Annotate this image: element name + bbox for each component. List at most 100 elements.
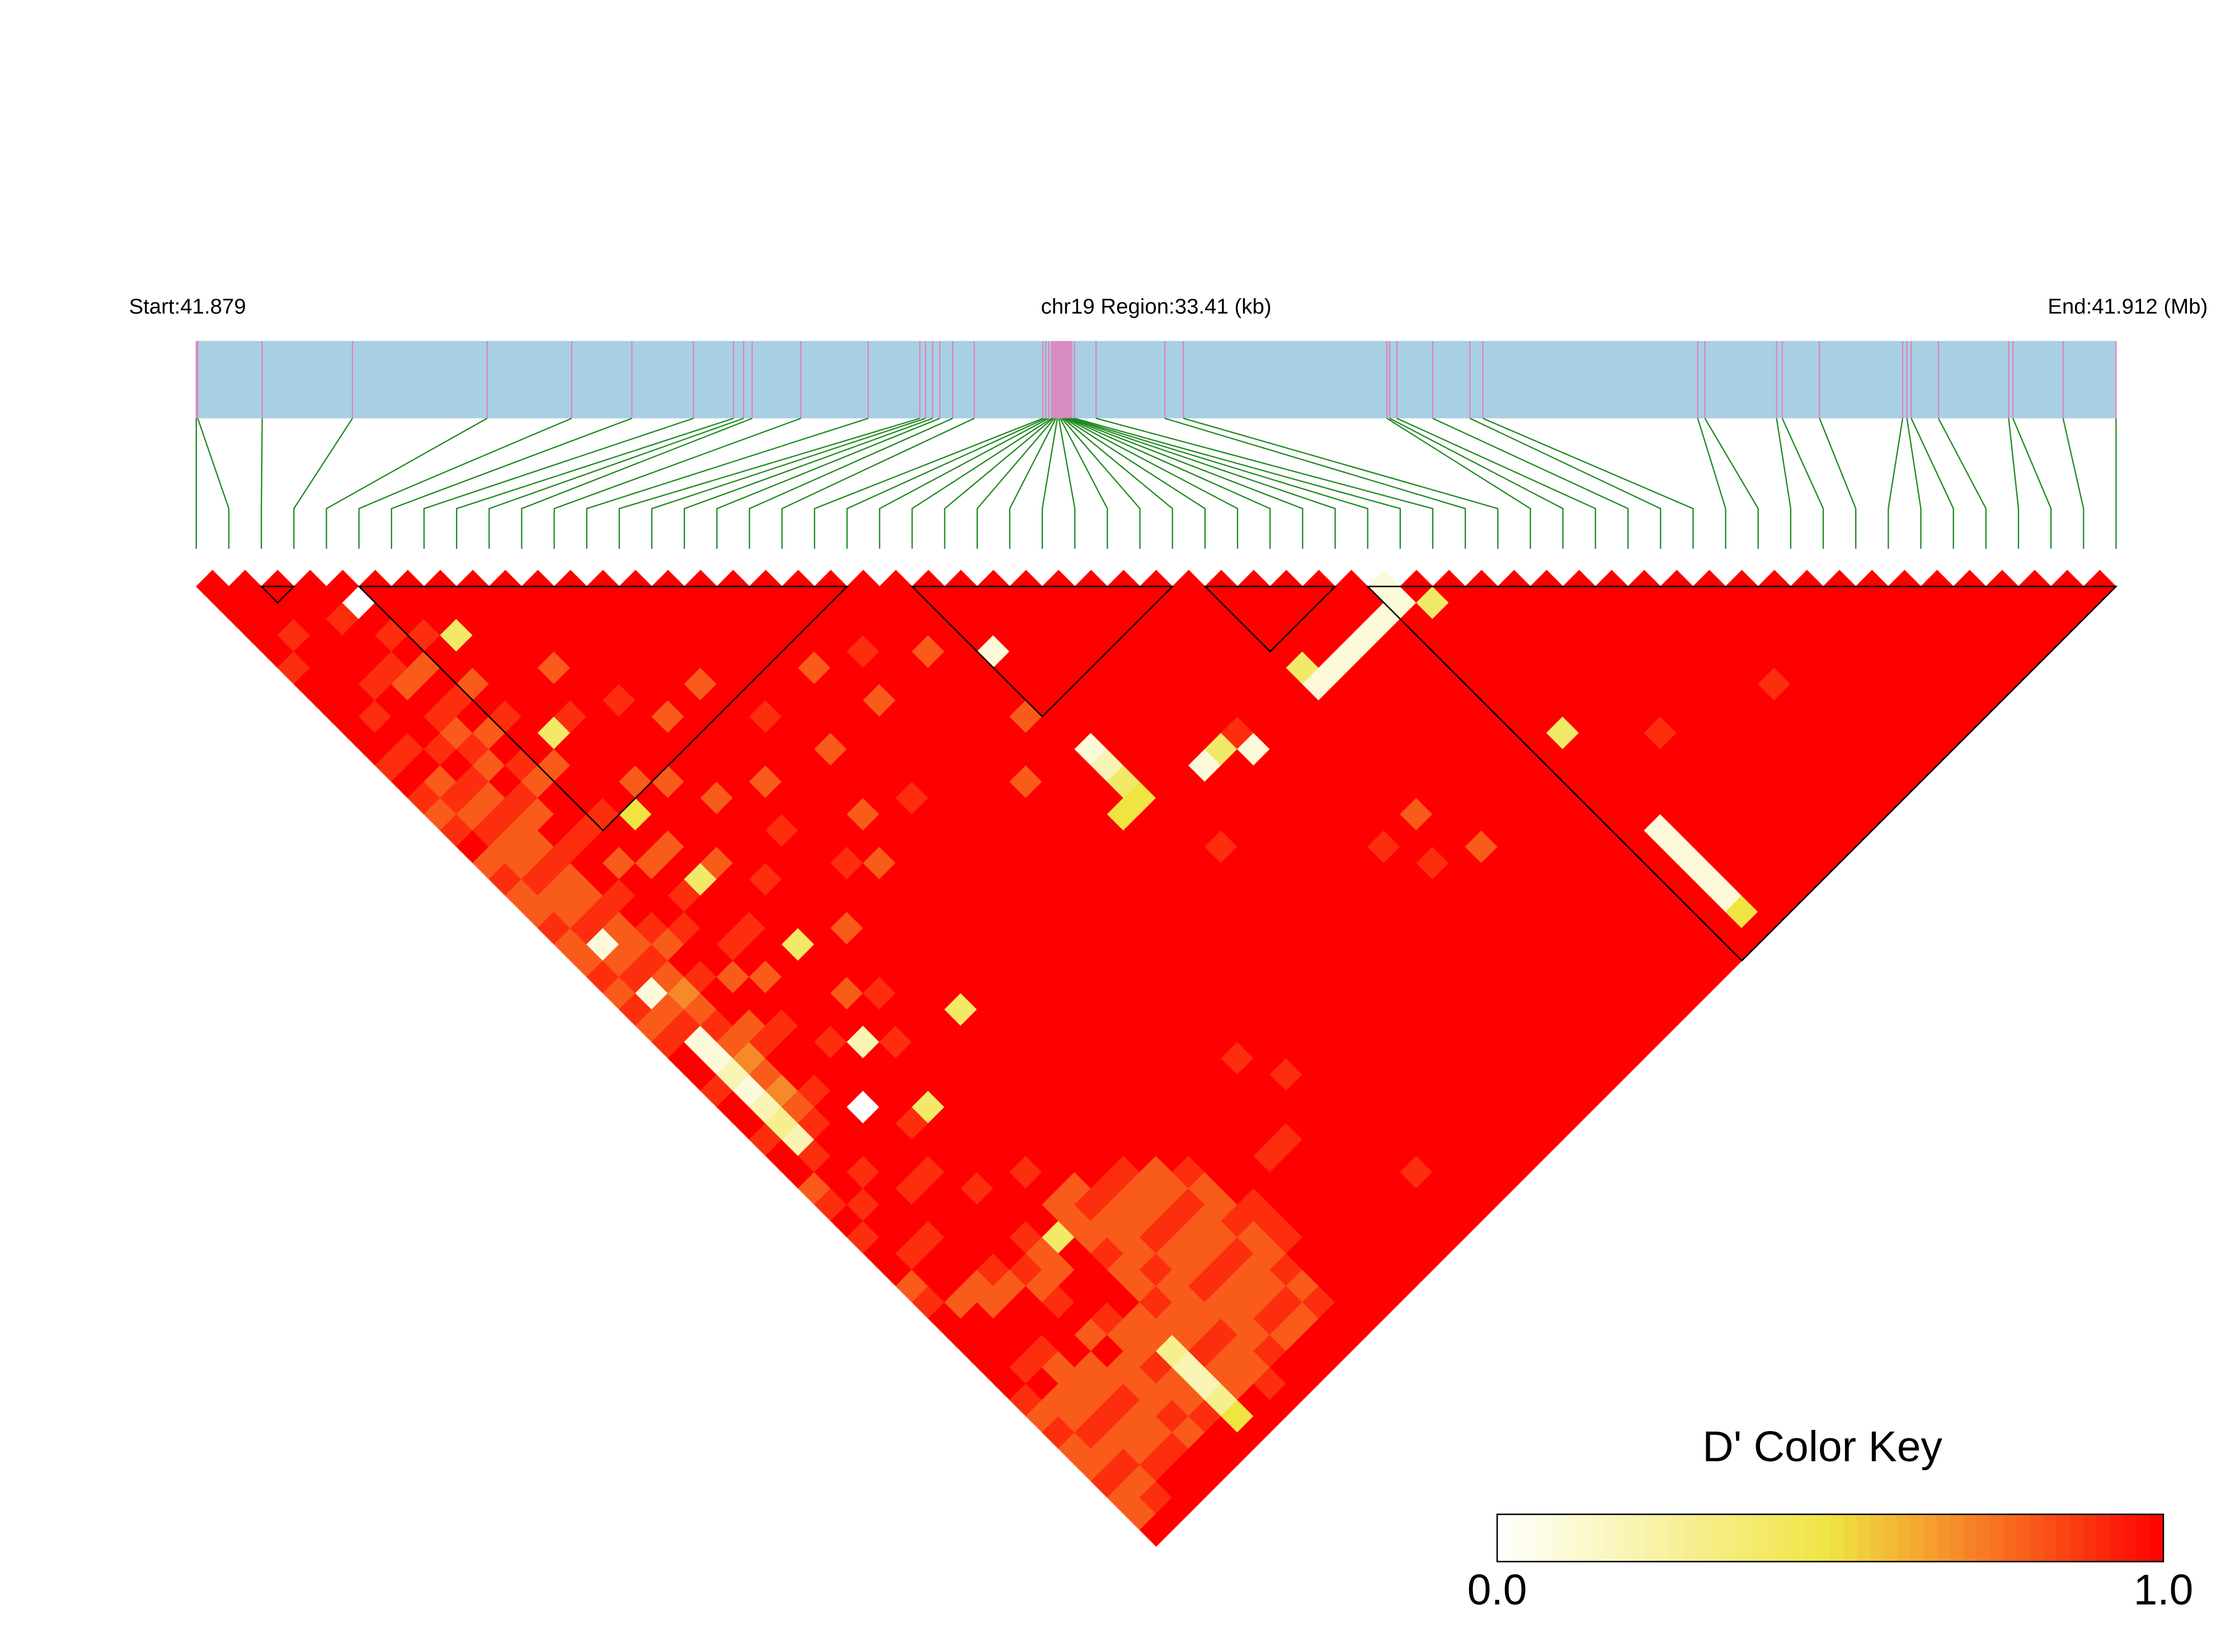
snp-link-line xyxy=(553,417,801,549)
color-key-swatch xyxy=(1923,1514,1937,1562)
color-key-swatch xyxy=(2043,1514,2058,1562)
snp-link-line xyxy=(846,417,1046,549)
color-key-swatch xyxy=(1510,1514,1524,1562)
color-key-swatch xyxy=(1683,1514,1698,1562)
snp-link-line xyxy=(944,417,1054,549)
color-key-swatch xyxy=(1657,1514,1671,1562)
snp-link-line xyxy=(1074,417,1401,549)
snp-link-line xyxy=(2008,418,2020,549)
color-key-swatch xyxy=(1670,1514,1685,1562)
snp-link-line xyxy=(1064,417,1206,549)
snp-link-line xyxy=(1819,418,1857,549)
snp-link-line xyxy=(1060,418,1108,549)
snp-link-line xyxy=(684,417,933,549)
snp-link-line xyxy=(1483,417,1694,549)
key-title: D' Color Key xyxy=(1702,1423,1942,1471)
snp-link-line xyxy=(1937,418,1987,549)
snp-link-line xyxy=(2062,418,2085,549)
color-key-swatch xyxy=(1630,1514,1644,1562)
color-key-swatch xyxy=(1963,1514,1978,1562)
snp-link-line xyxy=(1095,417,1434,549)
color-key-swatch xyxy=(1950,1514,1964,1562)
color-key-swatch xyxy=(1497,1514,1511,1562)
chart-title: chr19 Region:33.41 (kb) xyxy=(1041,295,1272,319)
ld-block xyxy=(357,586,849,832)
color-key-swatch xyxy=(1550,1514,1564,1562)
color-key-swatch xyxy=(1857,1514,1871,1562)
color-key-tick-label: 0.0 xyxy=(1467,1566,1527,1614)
snp-link-line xyxy=(1386,417,1531,549)
snp-link-line xyxy=(1009,418,1057,549)
snp-link-line xyxy=(488,417,744,549)
color-key-swatch xyxy=(1803,1514,1818,1562)
color-key-swatch xyxy=(1617,1514,1631,1562)
snp-link-line xyxy=(1704,418,1759,549)
color-key-swatch xyxy=(1790,1514,1804,1562)
snp-link-line xyxy=(1061,418,1141,549)
color-key-swatch xyxy=(1697,1514,1711,1562)
color-key-swatch xyxy=(1644,1514,1658,1562)
snp-link-line xyxy=(1432,417,1629,549)
snp-link-line xyxy=(1070,417,1336,549)
snp-link-line xyxy=(2012,418,2052,549)
color-key-border xyxy=(1496,1513,2165,1562)
snp-link-line xyxy=(197,418,230,549)
snp-link-line xyxy=(1041,418,1058,549)
snp-link-line xyxy=(423,417,694,549)
snp-link-line xyxy=(390,417,632,549)
snp-link-line xyxy=(1781,418,1824,549)
color-key-swatch xyxy=(1777,1514,1791,1562)
color-key-swatch xyxy=(2123,1514,2138,1562)
color-key-swatch xyxy=(2070,1514,2084,1562)
color-key-swatch xyxy=(1897,1514,1911,1562)
color-key-swatch xyxy=(1724,1514,1738,1562)
snp-link-line xyxy=(1469,417,1662,549)
snp-link-line xyxy=(749,417,953,549)
color-key-swatch xyxy=(2083,1514,2097,1562)
snp-link-line xyxy=(1911,418,1954,549)
snp-link-line xyxy=(1389,417,1564,549)
snp-link-line xyxy=(911,417,1052,549)
snp-link-line xyxy=(618,417,920,549)
snp-link-line xyxy=(1062,417,1173,549)
ld-block xyxy=(910,586,1174,718)
color-key-swatch xyxy=(1750,1514,1765,1562)
color-key-swatch xyxy=(1523,1514,1538,1562)
snp-link-line xyxy=(358,417,572,549)
color-key-swatch xyxy=(1817,1514,1831,1562)
snp-link-line xyxy=(716,417,940,549)
color-key-swatch xyxy=(1537,1514,1551,1562)
ld-block xyxy=(260,586,296,604)
snp-link-line xyxy=(1065,417,1239,549)
snp-link-line xyxy=(813,417,1043,549)
color-key-swatch xyxy=(2150,1514,2164,1562)
snp-link-line xyxy=(1067,417,1271,549)
snp-link-line xyxy=(1164,417,1466,549)
color-key-swatch xyxy=(1937,1514,1951,1562)
color-key-swatch xyxy=(1883,1514,1898,1562)
start-label: Start:41.879 xyxy=(129,295,246,319)
color-key-swatch xyxy=(1710,1514,1724,1562)
color-key-swatch xyxy=(1870,1514,1884,1562)
color-key-swatch xyxy=(1843,1514,1857,1562)
snp-link-line xyxy=(521,417,752,549)
snp-link-line xyxy=(326,417,488,549)
snp-link-line xyxy=(1888,418,1904,549)
color-key-swatch xyxy=(1763,1514,1778,1562)
color-key-swatch xyxy=(2110,1514,2124,1562)
snp-link-line xyxy=(1183,417,1499,549)
snp-link-line xyxy=(455,417,734,549)
snp-link-line xyxy=(1396,417,1596,549)
ld-block xyxy=(1366,586,2118,962)
color-key-swatch xyxy=(2137,1514,2151,1562)
color-key-swatch xyxy=(1977,1514,1991,1562)
color-key-swatch xyxy=(1577,1514,1591,1562)
color-key-swatch xyxy=(2003,1514,2017,1562)
snp-link-line xyxy=(1058,418,1076,549)
color-key-swatch xyxy=(1737,1514,1751,1562)
color-key-swatch xyxy=(1830,1514,1845,1562)
color-key-swatch xyxy=(1990,1514,2004,1562)
color-key-tick-label: 1.0 xyxy=(2134,1566,2194,1614)
